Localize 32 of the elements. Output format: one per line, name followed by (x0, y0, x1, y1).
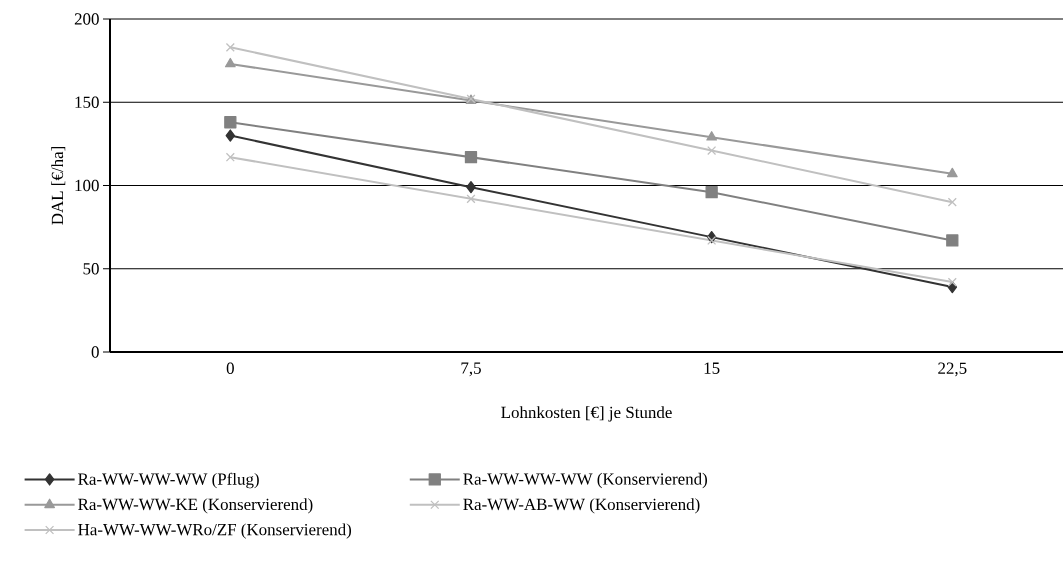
point (466, 194, 476, 204)
y-tick-label: 100 (75, 179, 99, 192)
point (707, 235, 717, 245)
point (947, 277, 957, 287)
legend-label: Ha-WW-WW-WRo/ZF (Konservierend) (78, 523, 352, 539)
point (466, 181, 476, 194)
x-tick-label: 0 (226, 362, 234, 374)
point (706, 131, 718, 141)
legend-label: Ra-WW-WW-WW (Konservierend) (463, 472, 708, 489)
point (225, 152, 235, 162)
y-axis-title: DAL [€/ha] (51, 147, 66, 225)
y-tick-label: 0 (91, 346, 99, 358)
point (224, 57, 236, 68)
x-tick-label: 15 (704, 362, 720, 374)
x-tick-label: 22,5 (938, 362, 967, 377)
point (225, 42, 235, 52)
y-tick-label: 150 (75, 96, 99, 108)
legend-label: Ra-WW-WW-WW (Pflug) (78, 472, 259, 489)
point (946, 234, 959, 247)
point (707, 146, 717, 156)
x-tick-label: 7,5 (461, 362, 481, 377)
x-axis-title: Lohnkosten [€] je Stunde (501, 406, 672, 422)
y-tick-label: 200 (74, 13, 99, 25)
point (225, 129, 236, 142)
point (464, 151, 478, 164)
point (946, 167, 958, 178)
legend-label: Ra-WW-WW-KE (Konservierend) (78, 498, 313, 514)
point (705, 186, 718, 199)
point (224, 116, 237, 129)
point (947, 197, 957, 207)
legend-label: Ra-WW-AB-WW (Konservierend) (463, 498, 700, 514)
y-tick-label: 50 (83, 263, 99, 275)
